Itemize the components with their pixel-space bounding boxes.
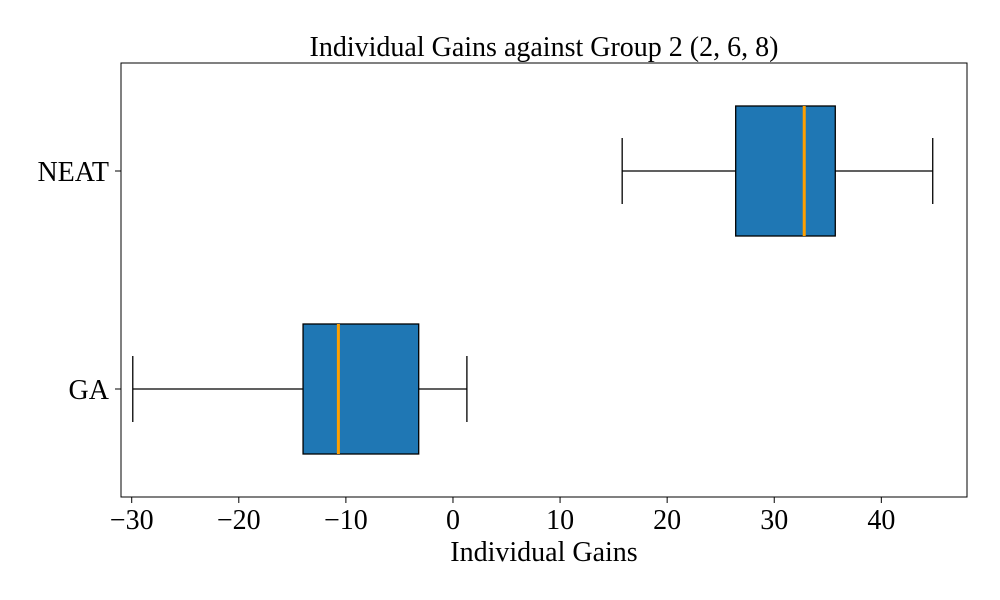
y-category-label: GA [69, 375, 110, 406]
iqr-box [735, 105, 836, 237]
x-tick-label: −10 [324, 505, 368, 536]
x-axis-label: Individual Gains [450, 537, 637, 568]
x-axis-ticks: −30 −20 −10 0 10 20 30 40 [110, 497, 895, 536]
x-tick-label: 10 [546, 505, 574, 536]
plot-area-frame [120, 62, 968, 498]
box-neat [621, 105, 934, 237]
box-ga [132, 323, 468, 455]
chart-title: Individual Gains against Group 2 (2, 6, … [310, 32, 779, 63]
x-tick-label: 30 [760, 505, 788, 536]
x-tick-label: 0 [446, 505, 460, 536]
x-tick-label: 20 [653, 505, 681, 536]
x-tick-label: 40 [867, 505, 895, 536]
x-tick-label: −20 [217, 505, 261, 536]
x-tick-label: −30 [110, 505, 154, 536]
iqr-box [302, 323, 420, 455]
y-category-label: NEAT [37, 157, 109, 188]
y-axis-categories: NEAT GA [37, 157, 121, 406]
boxes-layer [132, 105, 934, 455]
